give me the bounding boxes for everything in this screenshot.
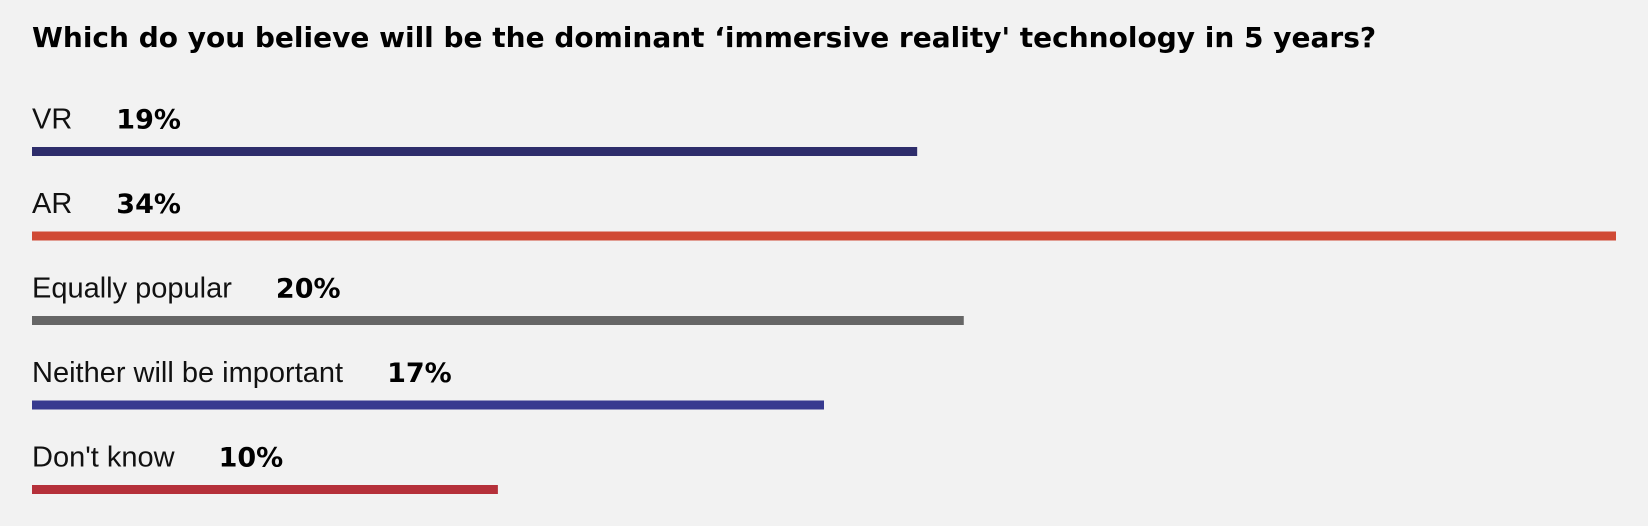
bar — [32, 147, 918, 156]
value-label: 10% — [219, 443, 284, 474]
bar — [32, 485, 498, 494]
category-label: VR — [32, 104, 72, 136]
chart-title: Which do you believe will be the dominan… — [32, 21, 1376, 54]
bar — [32, 231, 1616, 241]
value-label: 19% — [116, 105, 181, 136]
value-label: 34% — [116, 189, 181, 220]
category-label: Equally popular — [32, 273, 232, 305]
category-label: AR — [32, 188, 72, 220]
category-label: Don't know — [32, 442, 176, 474]
bar — [32, 400, 824, 410]
value-label: 20% — [276, 274, 341, 305]
category-label: Neither will be important — [32, 357, 343, 389]
value-label: 17% — [387, 358, 452, 389]
bar — [32, 316, 964, 325]
